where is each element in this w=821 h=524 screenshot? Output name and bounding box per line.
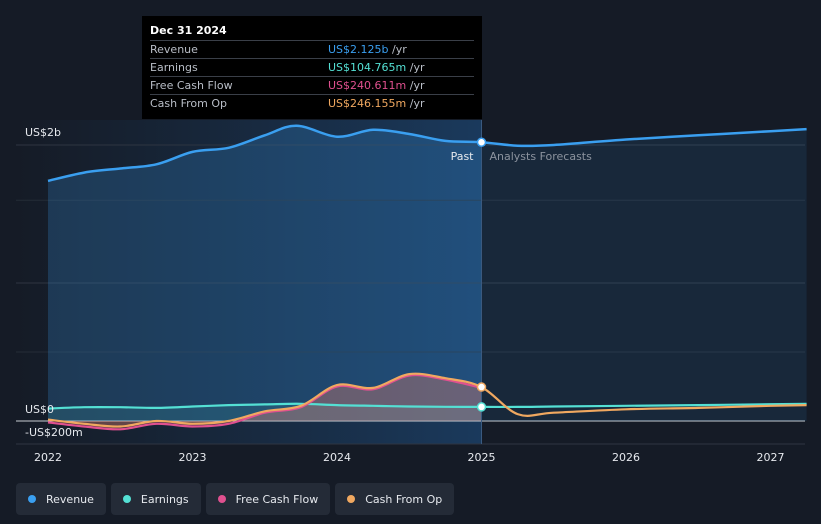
x-axis-labels: 2022 2023 2024 2025 2026 2027 — [34, 451, 785, 464]
legend-label: Free Cash Flow — [235, 492, 319, 506]
tooltip-row: Earnings US$104.765m /yr — [150, 58, 474, 76]
y-axis-labels: US$2b US$0 -US$200m — [25, 126, 83, 439]
legend-dot-icon — [347, 495, 356, 503]
y-tick-label: US$0 — [25, 403, 54, 416]
x-tick-label: 2025 — [468, 451, 496, 464]
legend-label: Revenue — [46, 492, 94, 506]
free-cash-flow-area — [48, 375, 482, 430]
cash-from-op-marker — [476, 382, 487, 392]
series-areas — [48, 125, 807, 430]
x-tick-label: 2026 — [612, 451, 640, 464]
revenue-line — [47, 124, 807, 183]
revenue-marker — [476, 137, 487, 147]
forecast-label: Analysts Forecasts — [490, 150, 593, 163]
free-cash-flow-line — [47, 374, 482, 431]
tooltip-rows: Revenue US$2.125b /yr Earnings US$104.765m … — [150, 40, 474, 112]
earnings-marker — [476, 402, 487, 412]
legend: Revenue Earnings Free Cash Flow Cash From O… — [16, 483, 455, 515]
legend-label: Earnings — [140, 492, 189, 506]
past-label: Past — [451, 150, 475, 163]
y-tick-label: US$2b — [25, 126, 61, 139]
x-tick-label: 2022 — [34, 451, 62, 464]
legend-item-earnings[interactable]: Earnings — [110, 483, 201, 515]
x-tick-label: 2023 — [179, 451, 207, 464]
legend-dot-icon — [122, 495, 131, 503]
tooltip-label: Cash From Op — [150, 97, 228, 110]
tooltip-date: Dec 31 2024 — [150, 24, 227, 37]
cash-from-op-area — [48, 373, 482, 427]
past-region — [16, 120, 482, 444]
x-tick-label: 2024 — [323, 451, 351, 464]
legend-item-revenue[interactable]: Revenue — [16, 483, 106, 515]
series-lines — [47, 124, 807, 431]
revenue-area — [48, 125, 482, 421]
legend-dot-icon — [28, 495, 36, 503]
legend-label: Cash From Op — [365, 492, 443, 506]
tooltip-value: US$104.765m /yr — [328, 61, 425, 74]
cash-from-op-line — [47, 372, 807, 428]
revenue-forecast-area — [481, 129, 807, 421]
x-tick-label: 2027 — [757, 451, 785, 464]
tooltip-value: US$246.155m /yr — [328, 97, 425, 110]
tooltip-row: Free Cash Flow US$240.611m /yr — [150, 76, 474, 94]
tooltip-label: Earnings — [150, 61, 198, 74]
tooltip-value: US$240.611m /yr — [328, 79, 425, 92]
legend-item-free-cash-flow[interactable]: Free Cash Flow — [205, 483, 331, 515]
highlight-markers — [476, 137, 487, 412]
y-tick-label: -US$200m — [25, 426, 83, 439]
legend-dot-icon — [217, 495, 226, 503]
tooltip-value: US$2.125b /yr — [328, 43, 407, 56]
tooltip-row: Revenue US$2.125b /yr — [150, 40, 474, 58]
tooltip-row: Cash From Op US$246.155m /yr — [150, 94, 474, 112]
tooltip-label: Free Cash Flow — [150, 79, 233, 92]
earnings-line — [47, 402, 807, 410]
legend-item-cash-from-op[interactable]: Cash From Op — [335, 483, 455, 515]
tooltip-label: Revenue — [150, 43, 198, 56]
tooltip: Dec 31 2024 Revenue US$2.125b /yr Earnings… — [142, 16, 482, 119]
